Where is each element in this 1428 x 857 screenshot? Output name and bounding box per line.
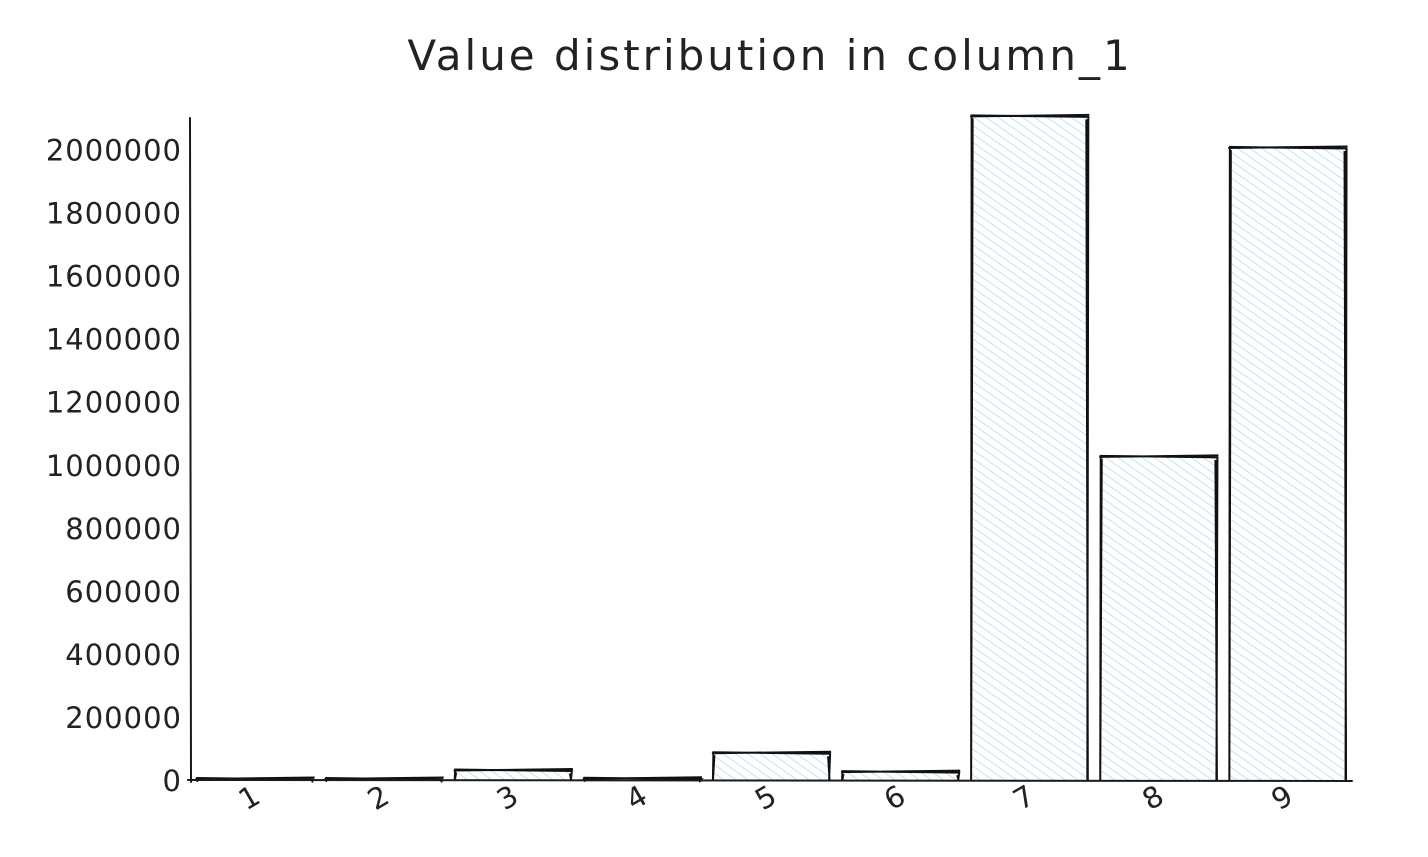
x-tick-label: 6 [878,778,912,817]
x-tick-label: 4 [620,778,654,817]
x-tick-label: 9 [1266,778,1300,817]
bar-fill [1100,456,1217,780]
bar-fill [712,753,830,780]
x-tick-label: 7 [1007,778,1041,817]
x-tick-label: 8 [1136,778,1170,817]
bar-fill [1229,147,1346,780]
y-axis-line [189,117,192,783]
bar-fill [971,116,1088,780]
y-tick-label: 1600000 [46,260,182,294]
x-axis-ticks: 1 2 3 4 5 6 7 8 9 [233,778,1300,817]
x-tick-label: 3 [491,778,525,817]
bar [324,776,444,783]
y-tick-label: 1200000 [46,386,182,420]
bar [582,776,704,783]
y-tick-label: 800000 [65,512,182,546]
bar [970,113,1090,782]
y-axis-ticks: 0 200000 400000 600000 800000 1000000 1200000 1… [46,134,182,798]
chart-title: Value distribution in column_1 [407,31,1132,80]
bars-group [195,113,1348,783]
y-tick-label: 1400000 [46,323,182,357]
bar [453,768,573,782]
bar-fill [842,772,959,780]
x-axis-line [187,779,1353,782]
bar [711,750,832,782]
bar [1228,145,1348,782]
y-tick-label: 0 [163,764,182,798]
x-tick-label: 2 [362,778,396,817]
y-tick-label: 200000 [65,701,182,735]
y-tick-label: 600000 [65,575,182,609]
x-tick-label: 1 [233,778,267,817]
y-tick-label: 1800000 [46,197,182,231]
bar-fill [454,770,571,780]
x-tick-label: 5 [749,778,783,817]
bar [1099,454,1219,782]
y-tick-label: 1000000 [46,449,182,483]
y-tick-label: 400000 [65,638,182,672]
y-tick-label: 2000000 [46,134,182,168]
bar [840,769,961,782]
bar [195,776,315,783]
